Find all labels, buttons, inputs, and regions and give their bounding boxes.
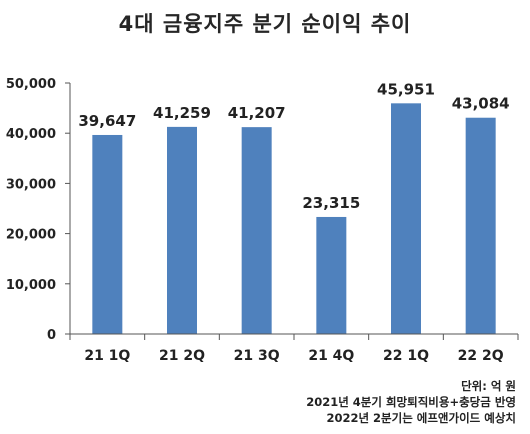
bar bbox=[316, 216, 347, 334]
bar bbox=[241, 127, 272, 334]
data-label: 43,084 bbox=[452, 95, 510, 113]
x-tick-label: 21 1Q bbox=[84, 348, 130, 364]
y-tick-label: 0 bbox=[47, 328, 56, 343]
note-restructuring: 2021년 4분기 희망퇴직비용+충당금 반영 bbox=[306, 395, 516, 409]
bar bbox=[167, 126, 197, 334]
bar bbox=[465, 117, 496, 334]
y-tick-label: 30,000 bbox=[6, 177, 56, 192]
chart-notes: 단위: 억 원 2021년 4분기 희망퇴직비용+충당금 반영 2022년 2분… bbox=[306, 378, 516, 426]
y-tick-label: 50,000 bbox=[6, 77, 56, 92]
data-label: 41,259 bbox=[153, 104, 211, 122]
x-tick-label: 22 2Q bbox=[458, 348, 504, 364]
x-tick-label: 22 1Q bbox=[383, 348, 429, 364]
y-tick-label: 40,000 bbox=[6, 127, 56, 142]
y-tick-label: 10,000 bbox=[6, 278, 56, 293]
bar bbox=[391, 103, 421, 334]
bars: 39,647 41,259 41,207 23,315 45,951 43,084 bbox=[78, 80, 510, 334]
x-tick-label: 21 4Q bbox=[308, 348, 354, 364]
data-label: 39,647 bbox=[78, 112, 136, 130]
note-estimate: 2022년 2분기는 에프앤가이드 예상치 bbox=[326, 411, 516, 425]
y-tick-label: 20,000 bbox=[6, 228, 56, 243]
data-label: 23,315 bbox=[302, 194, 360, 212]
bar bbox=[92, 134, 123, 334]
data-label: 41,207 bbox=[228, 104, 286, 122]
unit-note: 단위: 억 원 bbox=[461, 379, 516, 393]
x-tick-label: 21 2Q bbox=[159, 348, 205, 364]
data-label: 45,951 bbox=[377, 80, 435, 98]
x-tick-label: 21 3Q bbox=[234, 348, 280, 364]
x-axis: 21 1Q 21 2Q 21 3Q 21 4Q 22 1Q 22 2Q bbox=[69, 333, 519, 364]
chart-title: 4대 금융지주 분기 순이익 추이 bbox=[118, 12, 412, 36]
y-axis: 0 10,000 20,000 30,000 40,000 50,000 bbox=[6, 77, 71, 343]
